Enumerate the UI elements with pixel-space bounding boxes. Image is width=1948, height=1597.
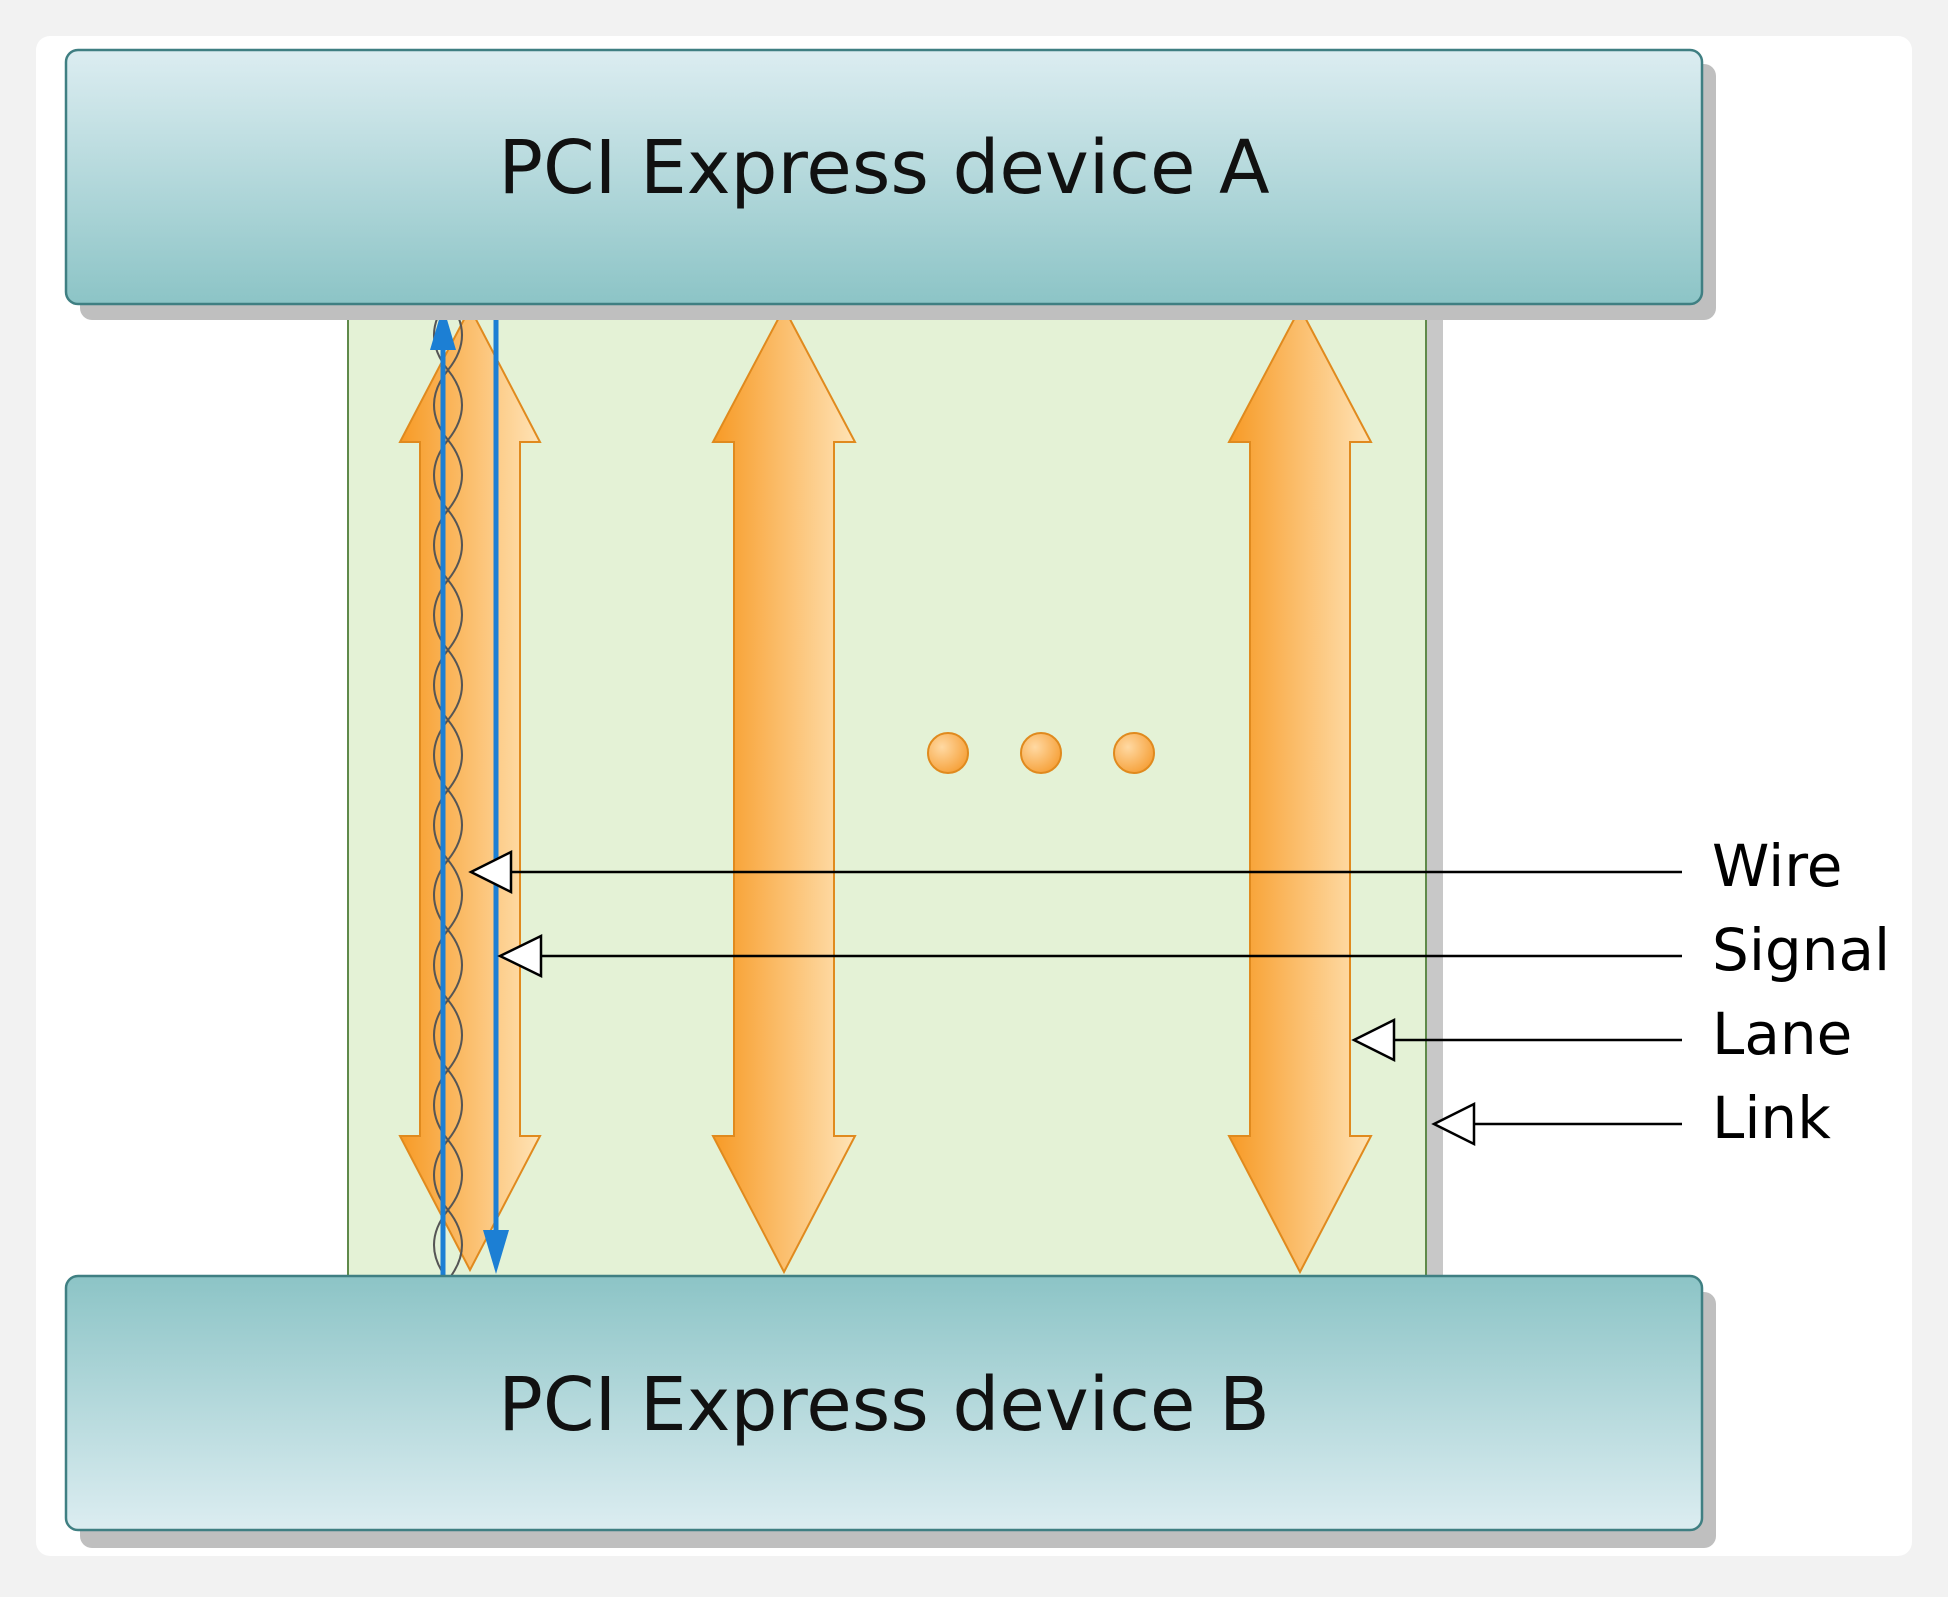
lane-1-arrow: [398, 305, 542, 1273]
link-label: Link: [1712, 1084, 1831, 1152]
callout-lane: Lane: [1351, 1000, 1852, 1068]
signal-up-arrowhead: [430, 306, 456, 350]
wire-strand-b: [433, 299, 463, 1281]
lane-pointer-icon: [1351, 1017, 1396, 1063]
lane-label: Lane: [1712, 1000, 1852, 1068]
lane-n-arrow: [1227, 305, 1373, 1275]
link-pointer-icon: [1431, 1101, 1476, 1147]
callout-wire: Wire: [468, 832, 1842, 900]
device-a-box: [64, 48, 1704, 306]
device-a-label: PCI Express device A: [498, 125, 1270, 211]
signal-down-arrowhead: [483, 1230, 509, 1274]
link-region: [347, 289, 1427, 1281]
device-b-label: PCI Express device B: [498, 1362, 1269, 1448]
wire-pointer-icon: [468, 849, 513, 895]
ellipsis-dot-3: [1113, 732, 1155, 774]
wire-label: Wire: [1712, 832, 1842, 900]
signal-pointer-icon: [497, 933, 543, 979]
callout-signal: Signal: [497, 916, 1890, 984]
signal-label: Signal: [1712, 916, 1890, 984]
device-b-box: [64, 1274, 1704, 1532]
lane-1: [398, 299, 542, 1281]
ellipsis-dot-1: [927, 732, 969, 774]
ellipsis-dot-2: [1020, 732, 1062, 774]
lane-2-arrow: [711, 305, 857, 1275]
callout-link: Link: [1431, 1084, 1831, 1152]
